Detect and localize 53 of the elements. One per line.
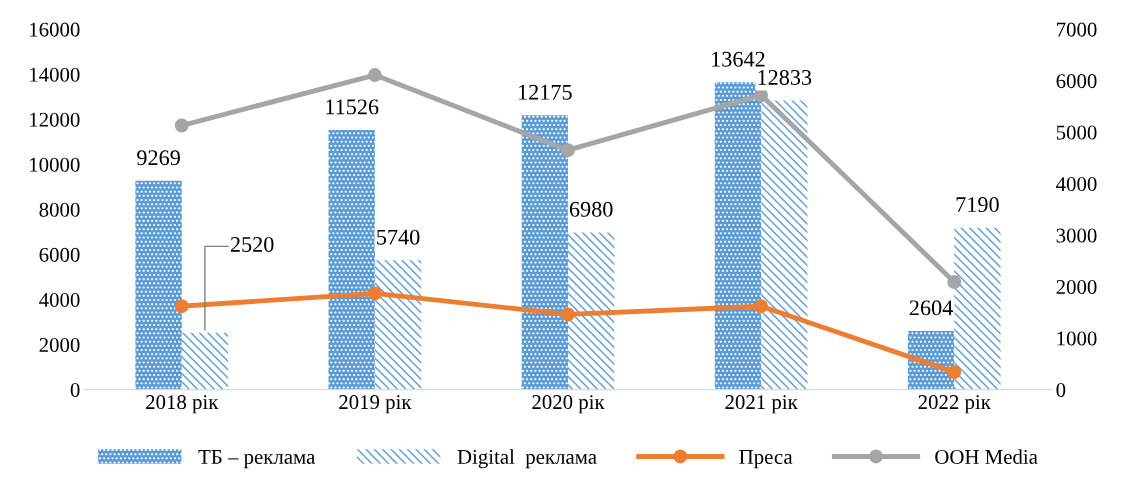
data-label: 12833 bbox=[758, 69, 812, 85]
point bbox=[367, 286, 382, 301]
y2-tick-label: 6000 bbox=[1056, 74, 1097, 89]
data-label: 2604 bbox=[909, 300, 953, 316]
legend-label: OOH Media bbox=[935, 449, 1038, 464]
point bbox=[754, 299, 769, 314]
data-label: 12175 bbox=[519, 84, 572, 100]
y-tick-label: 0 bbox=[70, 382, 80, 398]
data-label: 6980 bbox=[569, 201, 613, 217]
x-tick-label: 2018 рік bbox=[146, 395, 219, 414]
bar bbox=[521, 115, 568, 390]
point bbox=[947, 275, 962, 289]
y-tick-label: 14000 bbox=[30, 67, 80, 82]
bar bbox=[135, 180, 182, 390]
y2-tick-label: 0 bbox=[1056, 382, 1066, 398]
point bbox=[367, 68, 382, 82]
y-tick-label: 2000 bbox=[39, 337, 80, 352]
y2-tick-label: 7000 bbox=[1057, 22, 1097, 37]
point bbox=[174, 299, 189, 314]
y-tick-label: 10000 bbox=[30, 157, 80, 172]
y-tick-label: 12000 bbox=[30, 112, 80, 127]
y2-tick-label: 2000 bbox=[1056, 280, 1097, 295]
legend-label: ТБ – реклама bbox=[198, 450, 316, 469]
data-label: 5740 bbox=[377, 229, 420, 245]
point bbox=[947, 365, 962, 380]
data-label: 2520 bbox=[230, 236, 274, 252]
bar bbox=[761, 100, 808, 390]
point bbox=[561, 143, 575, 158]
legend-label: Digital реклама bbox=[457, 449, 597, 469]
bar bbox=[374, 260, 422, 390]
y2-tick-label: 5000 bbox=[1056, 125, 1097, 140]
x-tick-label: 2021 рік bbox=[725, 395, 798, 414]
data-label: 11526 bbox=[326, 99, 379, 115]
x-tick-label: 2019 рік bbox=[339, 395, 412, 414]
data-label: 7190 bbox=[956, 197, 999, 213]
data-label: 13642 bbox=[712, 51, 765, 67]
bar bbox=[954, 227, 1001, 390]
y2-tick-label: 3000 bbox=[1056, 228, 1097, 243]
y-tick-label: 16000 bbox=[30, 22, 80, 37]
y-tick-label: 6000 bbox=[39, 247, 80, 262]
point bbox=[561, 307, 575, 322]
legend-label: Преса bbox=[739, 450, 793, 469]
bar bbox=[568, 232, 615, 390]
y2-tick-label: 1000 bbox=[1057, 331, 1097, 346]
bar bbox=[181, 332, 229, 390]
bar bbox=[328, 129, 375, 390]
point bbox=[174, 118, 189, 133]
y-tick-label: 4000 bbox=[39, 292, 80, 307]
x-tick-label: 2020 рік bbox=[532, 395, 605, 414]
y2-tick-label: 4000 bbox=[1056, 177, 1097, 192]
y-tick-label: 8000 bbox=[39, 202, 80, 217]
data-label: 9269 bbox=[137, 150, 180, 166]
x-tick-label: 2022 рік bbox=[918, 395, 991, 414]
